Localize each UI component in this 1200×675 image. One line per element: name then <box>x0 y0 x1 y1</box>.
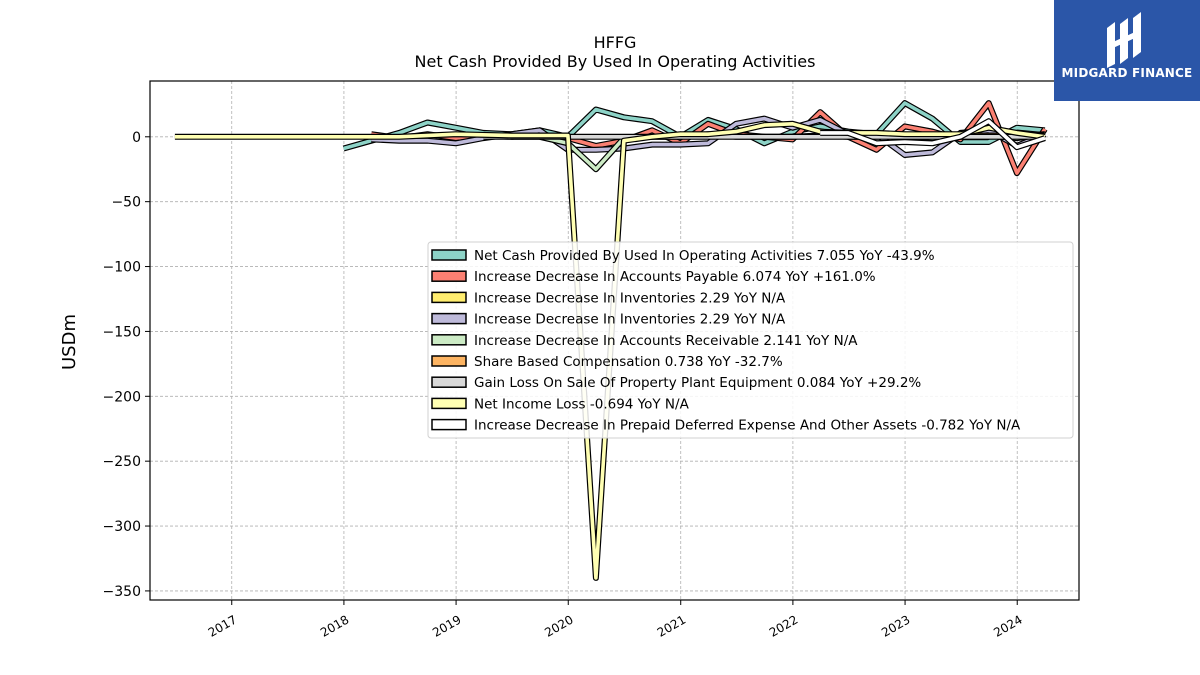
legend-entry: Net Income Loss -0.694 YoY N/A <box>474 396 690 412</box>
legend-box <box>427 241 1074 439</box>
legend-swatch <box>431 312 467 325</box>
series-line-1 <box>342 100 1046 152</box>
x-axis: 2017 2018 2019 2020 2021 2022 2023 2024 <box>206 600 1025 640</box>
legend-swatch <box>431 334 467 346</box>
x-tick-label: 2019 <box>430 612 463 639</box>
y-tick-label: −300 <box>103 519 141 535</box>
legend-entry: Increase Decrease In Inventories 2.29 Yo… <box>474 290 786 306</box>
y-tick-label: −250 <box>103 454 141 470</box>
brand-logo: MIDGARD FINANCE <box>1054 0 1200 101</box>
series-line-9 <box>820 118 1046 151</box>
x-tick-label: 2020 <box>542 612 575 639</box>
legend-swatch <box>431 376 467 388</box>
brand-mark-icon <box>1107 12 1141 68</box>
chart-title: HFFG <box>594 33 637 52</box>
x-tick-label: 2018 <box>318 612 351 639</box>
chart-subtitle: Net Cash Provided By Used In Operating A… <box>415 52 816 71</box>
legend-entry: Share Based Compensation 0.738 YoY -32.7… <box>474 354 783 370</box>
legend-entry: Net Cash Provided By Used In Operating A… <box>474 248 935 264</box>
y-tick-label: −100 <box>103 260 141 276</box>
y-axis: 0 −50 −100 −150 −200 −250 −300 −350 <box>103 130 150 600</box>
legend: Net Cash Provided By Used In Operating A… <box>427 241 1074 439</box>
y-tick-label: −50 <box>111 195 141 211</box>
y-tick-label: −150 <box>103 324 141 340</box>
legend-entry: Increase Decrease In Inventories 2.29 Yo… <box>474 312 786 328</box>
legend-swatch <box>431 249 467 261</box>
legend-entry: Increase Decrease In Prepaid Deferred Ex… <box>474 418 1021 434</box>
series-line-8 <box>174 120 1046 581</box>
x-tick-label: 2024 <box>991 612 1024 639</box>
y-axis-label: USDm <box>59 314 80 370</box>
y-tick-label: 0 <box>132 130 141 146</box>
brand-name: MIDGARD FINANCE <box>1061 66 1193 80</box>
legend-swatch <box>431 355 467 367</box>
x-tick-label: 2017 <box>206 612 239 639</box>
legend-entry: Gain Loss On Sale Of Property Plant Equi… <box>474 375 921 391</box>
legend-swatch <box>431 291 467 304</box>
legend-swatch <box>431 418 467 431</box>
legend-swatch <box>431 270 467 282</box>
x-tick-label: 2023 <box>879 612 912 639</box>
legend-entry: Increase Decrease In Accounts Receivable… <box>474 333 858 349</box>
x-tick-label: 2022 <box>767 612 800 639</box>
legend-entry: Increase Decrease In Accounts Payable 6.… <box>474 269 876 285</box>
y-tick-label: −350 <box>103 584 141 600</box>
y-tick-label: −200 <box>103 389 141 405</box>
series-lines <box>174 100 1048 581</box>
legend-swatch <box>431 397 467 410</box>
x-tick-label: 2021 <box>655 612 688 639</box>
plot-frame <box>149 80 1080 601</box>
